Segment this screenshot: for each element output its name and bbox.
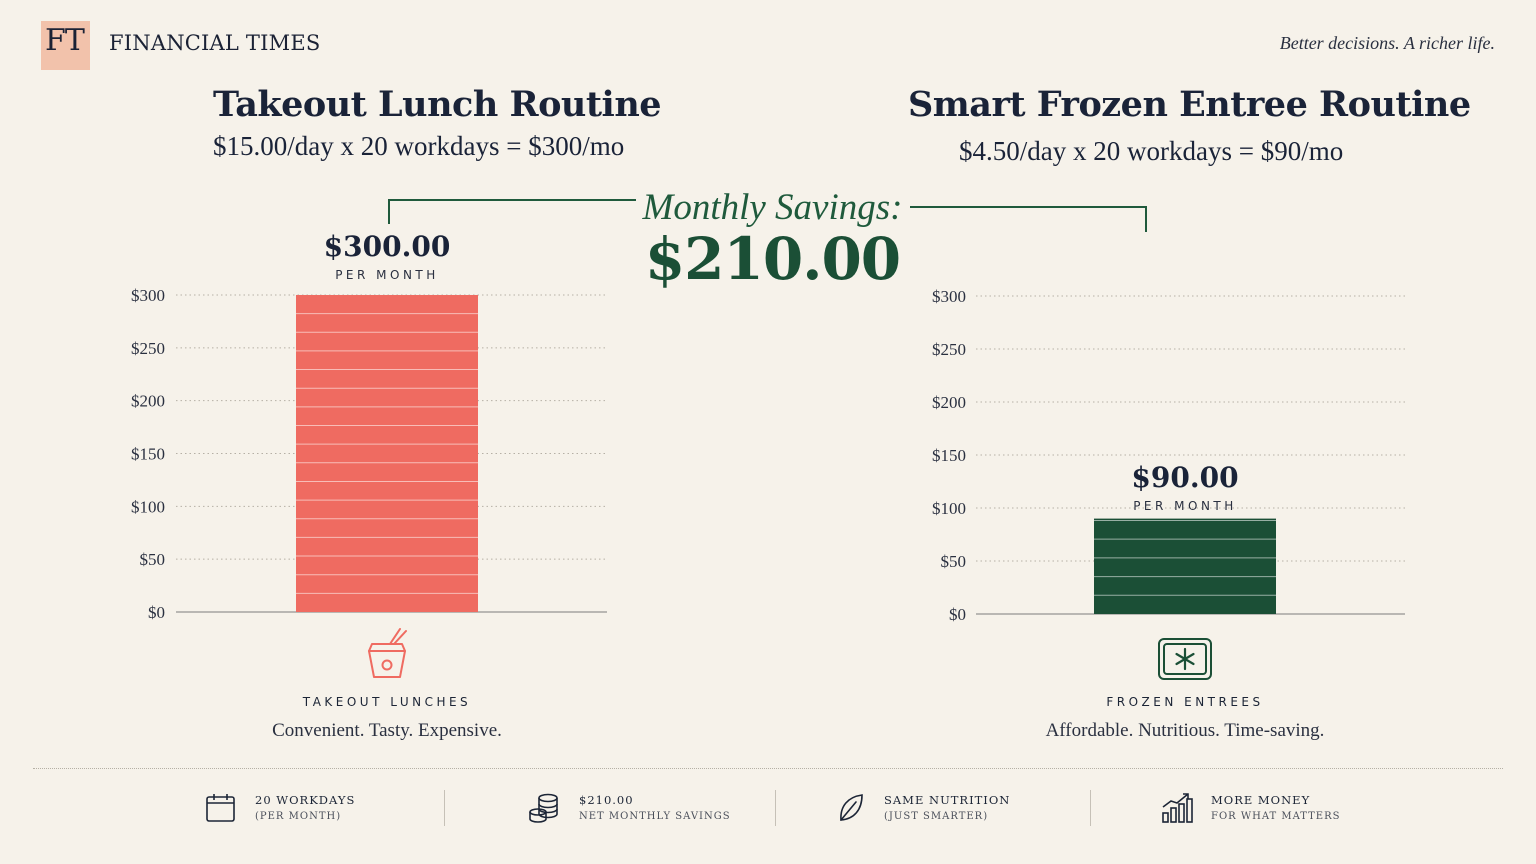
y-tick-label: $250: [932, 340, 966, 359]
left-panel-title: Takeout Lunch Routine: [213, 84, 662, 125]
leaf-icon: [840, 794, 863, 821]
calendar-icon: [206, 794, 235, 822]
left-panel-subtitle: $15.00/day x 20 workdays = $300/mo: [213, 131, 625, 161]
y-tick-label: $50: [140, 550, 166, 569]
right-category-label: FROZEN ENTREES: [1106, 695, 1264, 709]
y-tick-label: $50: [941, 552, 967, 571]
bar: [1094, 518, 1276, 614]
ft-logo: FT: [41, 21, 90, 70]
takeout-box-icon: [368, 628, 407, 678]
growth-chart-icon: [1162, 793, 1193, 823]
left-per-month-label: PER MONTH: [335, 268, 439, 282]
y-tick-label: $150: [932, 446, 966, 465]
stat-savings-sub: NET MONTHLY SAVINGS: [579, 811, 731, 822]
right-bar-value-label: $90.00: [1131, 461, 1239, 494]
coins-stack-icon: [529, 793, 558, 823]
y-tick-label: $150: [131, 445, 165, 464]
right-panel-subtitle: $4.50/day x 20 workdays = $90/mo: [959, 136, 1344, 166]
stat-money-sub: FOR WHAT MATTERS: [1211, 811, 1341, 822]
footer-separator: [444, 790, 445, 826]
stat-nutrition-sub: (JUST SMARTER): [884, 811, 989, 822]
y-tick-label: $250: [131, 339, 165, 358]
left-category-desc: Convenient. Tasty. Expensive.: [272, 720, 502, 741]
right-panel-title: Smart Frozen Entree Routine: [908, 84, 1471, 125]
stat-nutrition-main: SAME NUTRITION: [884, 793, 1011, 807]
footer-divider: [33, 768, 1503, 769]
stat-workdays-sub: (PER MONTH): [255, 811, 342, 822]
y-tick-label: $100: [131, 497, 165, 516]
right-category-desc: Affordable. Nutritious. Time-saving.: [1045, 720, 1325, 741]
y-tick-label: $300: [932, 287, 966, 306]
y-tick-label: $300: [131, 286, 165, 305]
left-category-label: TAKEOUT LUNCHES: [302, 695, 472, 709]
y-tick-label: $200: [932, 393, 966, 412]
stat-workdays-main: 20 WORKDAYS: [255, 793, 356, 807]
y-tick-label: $0: [148, 603, 165, 622]
footer-separator: [775, 790, 776, 826]
left-bar-value-label: $300.00: [323, 230, 451, 263]
y-tick-label: $100: [932, 499, 966, 518]
footer-separator: [1090, 790, 1091, 826]
tagline: Better decisions. A richer life.: [1279, 33, 1495, 53]
stat-money-main: MORE MONEY: [1211, 793, 1311, 807]
right-per-month-label: PER MONTH: [1133, 499, 1237, 513]
savings-label: Monthly Savings:: [642, 187, 903, 228]
y-tick-label: $200: [131, 392, 165, 411]
brand-name: FINANCIAL TIMES: [109, 31, 321, 55]
bar: [296, 295, 478, 612]
savings-value: $210.00: [644, 225, 901, 293]
y-tick-label: $0: [949, 605, 966, 624]
stat-savings-main: $210.00: [579, 793, 634, 807]
frozen-snowflake-icon: [1158, 638, 1212, 680]
